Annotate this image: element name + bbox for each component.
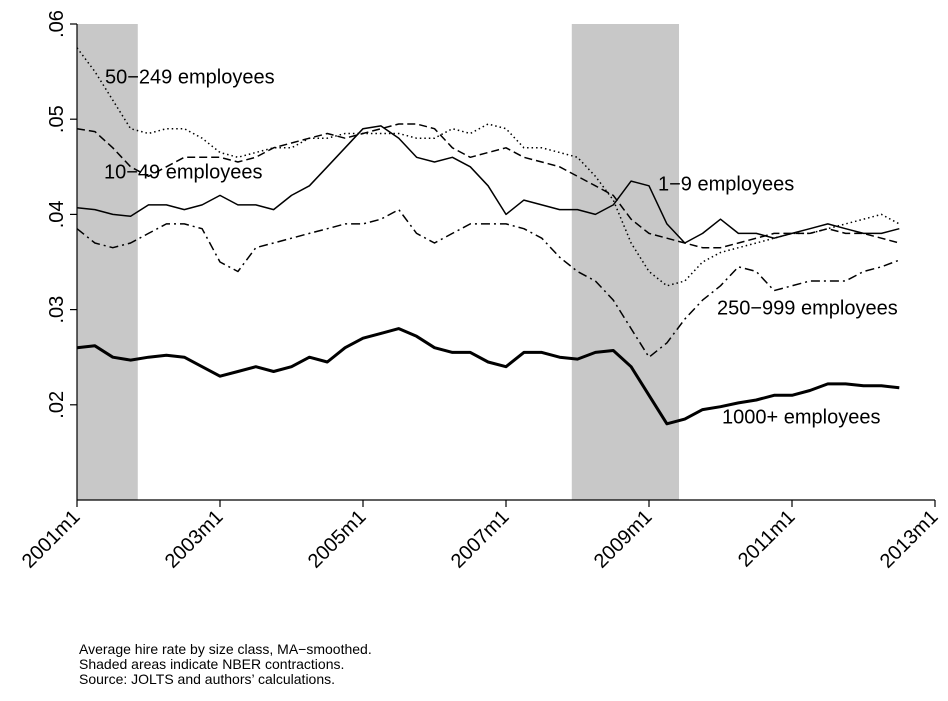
series-label: 250−999 employees (717, 297, 898, 319)
series-line (76, 327, 900, 426)
x-tick-label: 2001m1 (18, 506, 85, 573)
footnote: Source: JOLTS and authors’ calculations. (79, 671, 335, 687)
y-tick-label: .02 (46, 391, 68, 419)
y-tick-label: .03 (46, 296, 68, 324)
series-label: 10−49 employees (104, 161, 262, 183)
x-tick-label: 2009m1 (590, 506, 657, 573)
series-line (76, 208, 900, 358)
series-label: 50−249 employees (105, 66, 275, 88)
y-tick-label: .05 (46, 105, 68, 133)
y-tick-label: .04 (46, 200, 68, 228)
x-tick-label: 2005m1 (304, 506, 371, 573)
contraction-band (571, 24, 680, 500)
x-tick-label: 2013m1 (876, 506, 943, 573)
y-tick-label: .06 (46, 10, 68, 38)
x-tick-label: 2007m1 (447, 506, 514, 573)
series-label: 1000+ employees (722, 406, 880, 428)
series-label: 1−9 employees (658, 173, 794, 195)
contraction-band (77, 24, 138, 500)
footnote: Shaded areas indicate NBER contractions. (79, 656, 344, 672)
x-tick-label: 2003m1 (161, 506, 228, 573)
x-tick-label: 2011m1 (734, 506, 800, 572)
footnote: Average hire rate by size class, MA−smoo… (79, 641, 372, 657)
series-line (76, 123, 900, 249)
series-line (76, 125, 900, 244)
